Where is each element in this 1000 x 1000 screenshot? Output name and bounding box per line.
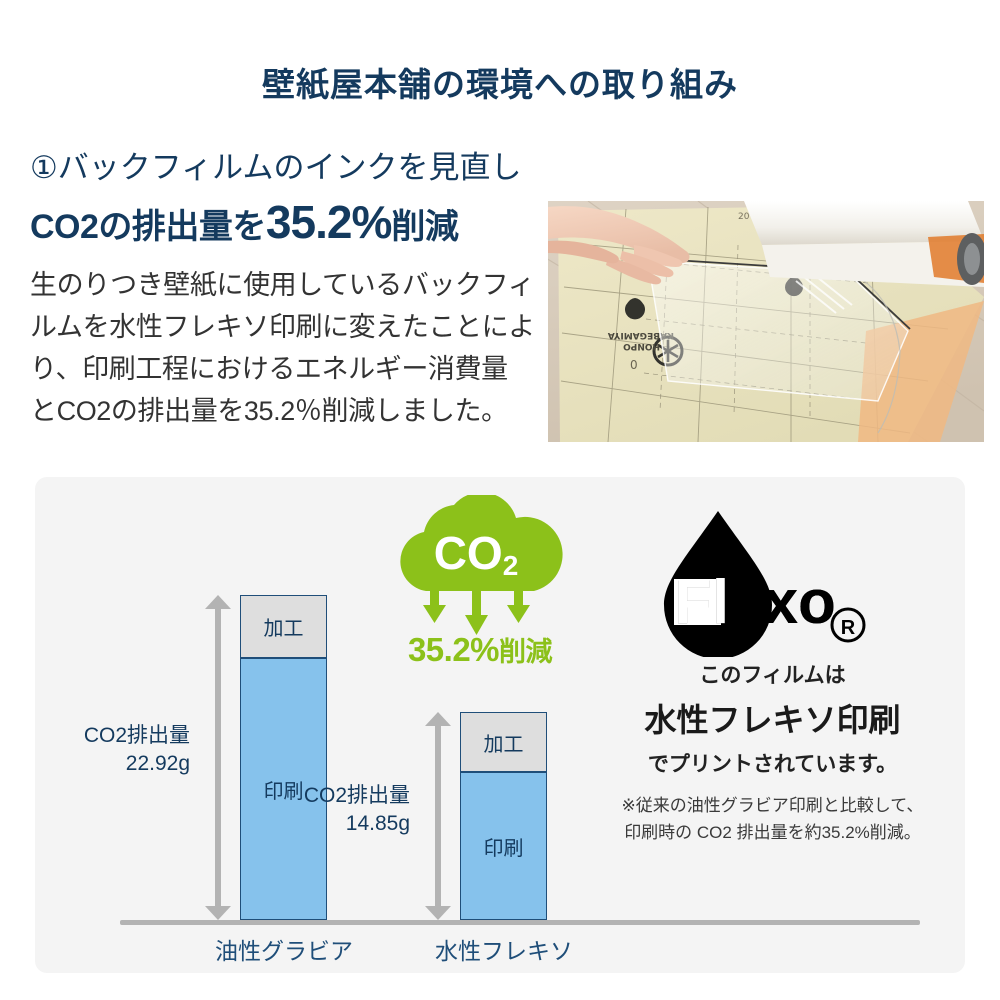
intro-headline-prefix: CO2の排出量を (30, 207, 266, 246)
co2-bar-chart: 加工 印刷 CO2排出量 22.92g 油性グラビア 加工 印刷 (35, 477, 965, 973)
svg-text:Flexo: Flexo (674, 568, 836, 637)
intro-body-line: とCO2の排出量を35.2％削減しました。 (30, 395, 508, 426)
amount-value: 22.92g (125, 752, 190, 776)
intro-text-block: ①バックフィルムのインクを見直し CO2の排出量を35.2%削減 生のりつき壁紙… (30, 148, 542, 433)
intro-body-line: 生のりつき壁紙に使用しているバックフィ (30, 270, 535, 301)
arrow-head-down-icon (425, 906, 451, 920)
intro-body-line: り、印刷工程におけるエネルギー消費量 (30, 353, 508, 384)
flexo-block: Flexo Flexo Flexo Fl R このフィルムは 水性フレキソ印刷 … (600, 505, 945, 846)
co2-reduction-value: 35.2% (407, 631, 500, 668)
bar-segment-processing: 加工 (240, 595, 327, 658)
arrow-shaft (215, 604, 221, 911)
flexo-caption-1: このフィルムは (699, 664, 846, 687)
amount-label-oil-gravure: CO2排出量 22.92g (35, 722, 190, 779)
intro-headline-suffix: 削減 (391, 207, 459, 246)
flexo-wordmark-inner: Fl (674, 568, 729, 637)
co2-reduction-suffix: 削減 (499, 637, 553, 667)
amount-caption: CO2排出量 (83, 724, 190, 747)
flexo-logo: Flexo Flexo Flexo Fl R (600, 505, 945, 659)
flexo-note-line: 印刷時の CO2 排出量を約35.2%削減。 (624, 823, 921, 843)
amount-label-water-flexo: CO2排出量 14.85g (250, 782, 410, 839)
measure-arrow-water-flexo (425, 712, 451, 920)
intro-body-line: ルムを水性フレキソ印刷に変えたことによ (30, 312, 535, 343)
intro-headline-value: 35.2% (265, 195, 392, 248)
intro-body: 生のりつき壁紙に使用しているバックフィ ルムを水性フレキソ印刷に変えたことによ … (30, 265, 542, 432)
arrow-head-up-icon (425, 712, 451, 726)
category-label-oil-gravure: 油性グラビア (215, 938, 353, 964)
intro-subheading: ①バックフィルムのインクを見直し (30, 150, 522, 185)
bar-segment-printing: 印刷 (240, 658, 327, 920)
bar-water-flexo: 加工 印刷 (460, 712, 547, 920)
registered-mark: R (841, 617, 856, 639)
intro-headline: CO2の排出量を35.2%削減 (30, 194, 542, 252)
bar-oil-gravure: 加工 印刷 (240, 595, 327, 920)
page-title: 壁紙屋本舗の環境への取り組み (262, 66, 738, 103)
comparison-panel: 加工 印刷 CO2排出量 22.92g 油性グラビア 加工 印刷 (35, 477, 965, 973)
co2-cloud-block: CO2 35.2%削減 (368, 492, 592, 685)
photo-illustration: 0 10 20 KABEGAMIYA HONPO (548, 201, 984, 442)
svg-text:KABEGAMIYA: KABEGAMIYA (608, 330, 674, 340)
water-drop-icon: Flexo Flexo Flexo Fl R (664, 511, 866, 659)
co2-cloud-icon: CO2 (400, 492, 563, 635)
product-photo: 0 10 20 KABEGAMIYA HONPO (548, 201, 984, 442)
measure-arrow-oil-gravure (205, 595, 231, 920)
flexo-note: ※従来の油性グラビア印刷と比較して、 印刷時の CO2 排出量を約35.2%削減… (600, 792, 945, 846)
chart-baseline (120, 920, 920, 925)
svg-text:0: 0 (630, 358, 638, 372)
amount-value: 14.85g (345, 812, 410, 836)
arrow-head-up-icon (205, 595, 231, 609)
flexo-caption-2: 水性フレキソ印刷 (644, 702, 901, 738)
bar-segment-printing: 印刷 (460, 772, 547, 920)
bar-segment-processing: 加工 (460, 712, 547, 772)
amount-caption: CO2排出量 (303, 784, 410, 807)
category-label-water-flexo: 水性フレキソ (435, 938, 573, 964)
flexo-caption-3: でプリントされています。 (647, 753, 898, 776)
flexo-note-line: ※従来の油性グラビア印刷と比較して、 (621, 796, 924, 815)
arrow-head-down-icon (205, 906, 231, 920)
svg-text:20: 20 (738, 212, 750, 222)
co2-reduction-label: 35.2%削減 (368, 630, 592, 669)
arrow-shaft (435, 721, 441, 911)
svg-text:HONPO: HONPO (623, 341, 660, 351)
